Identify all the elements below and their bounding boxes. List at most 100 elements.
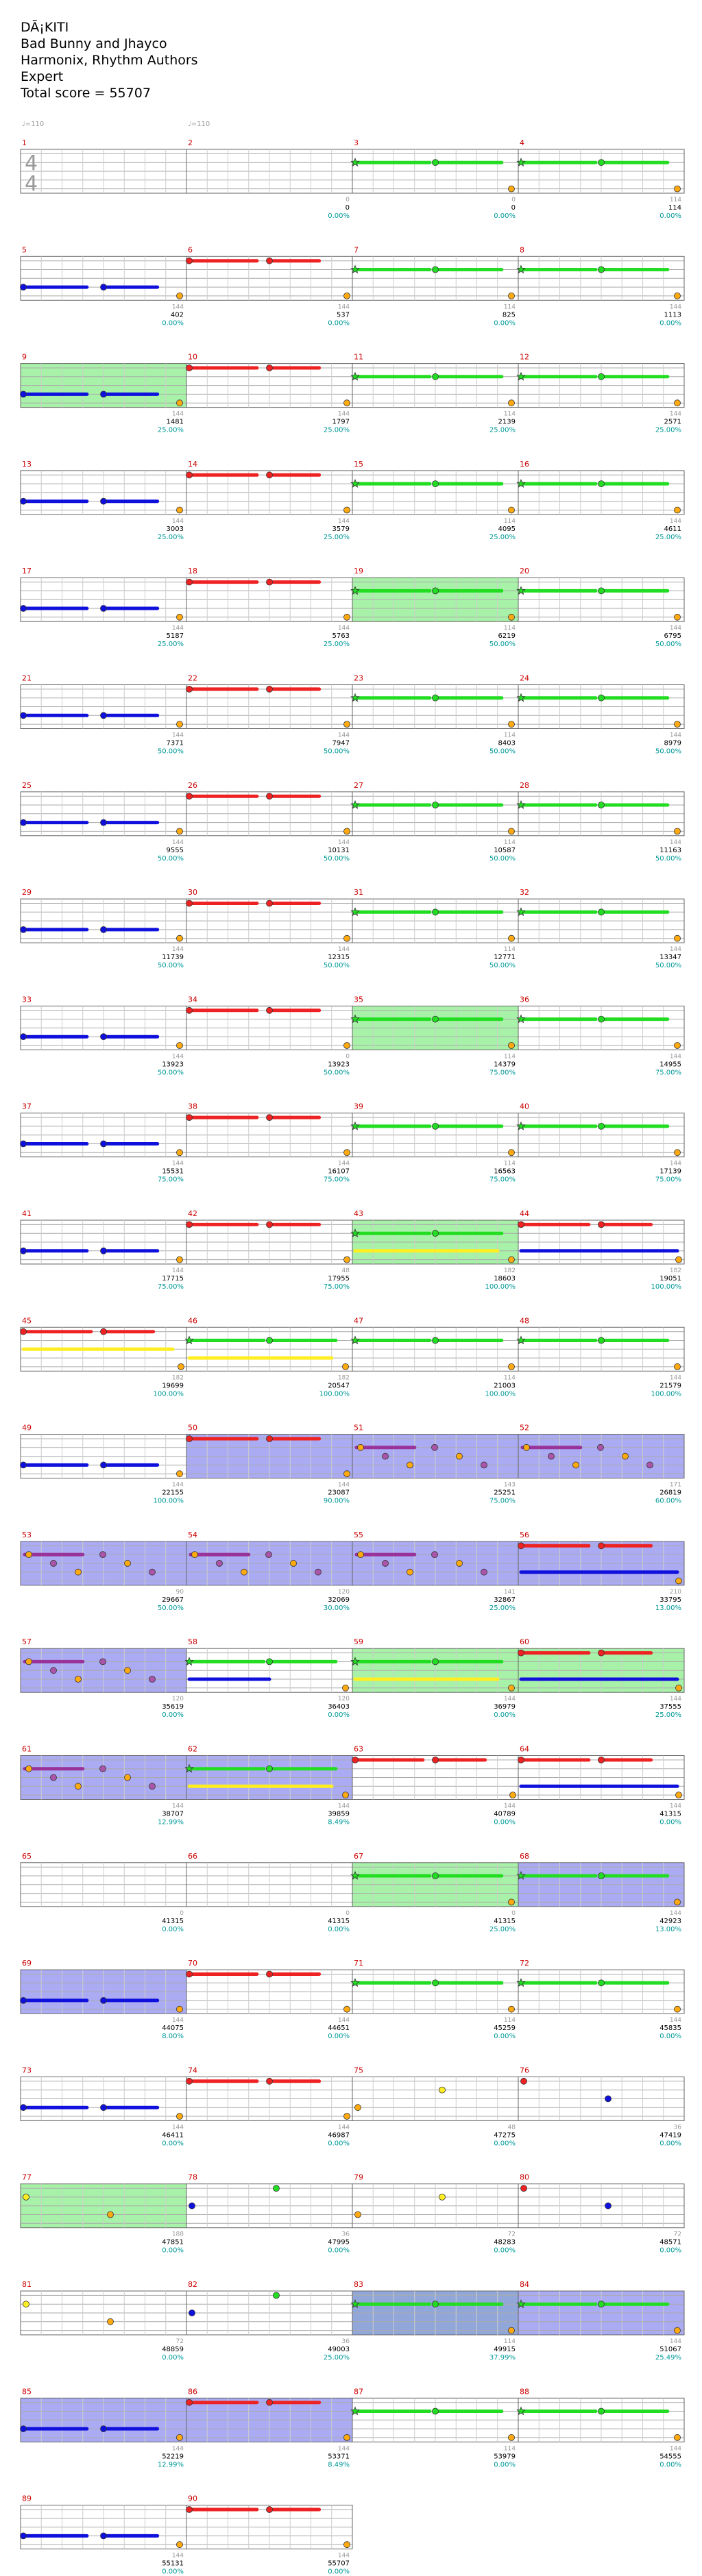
measure-score: 36403 [328,1703,350,1711]
star-note-gem [350,1014,360,1024]
note-gem [343,2113,350,2120]
combo-value: 144 [338,411,350,418]
combo-value: 144 [172,1161,184,1167]
note-gem [520,2185,527,2192]
note-gem [605,2095,612,2103]
note-gem [598,1872,605,1879]
note-gem [481,1461,487,1469]
overdrive-percent: 50.00% [655,962,681,969]
note-gem [674,2433,681,2441]
note-gem [357,1444,364,1451]
note-gem [266,364,273,371]
star-note-gem [516,1121,526,1130]
note-gem [598,1337,605,1344]
star-note-gem [350,478,360,488]
note-gem [100,1461,107,1469]
measure-score: 9555 [167,847,184,854]
measure-score: 21003 [494,1382,516,1389]
measure-score: 3003 [167,525,184,533]
note-gem [432,1123,439,1130]
overdrive-percent: 75.00% [324,1176,350,1184]
note-gem [572,1461,579,1469]
combo-value: 0 [511,197,516,203]
note-gem [266,1006,273,1014]
overdrive-percent: 75.00% [324,1283,350,1291]
overdrive-percent: 0.00% [162,319,184,327]
measure-number: 51 [354,1424,363,1433]
note-gem [273,2185,280,2192]
measure-number: 73 [22,2066,32,2075]
measure-score: 47851 [162,2239,184,2246]
overdrive-percent: 100.00% [154,1390,184,1398]
note-gem [456,1559,463,1567]
overdrive-percent: 8.49% [328,2461,350,2468]
note-gem [100,926,107,933]
star-note-gem [350,1228,360,1237]
measure-number: 72 [520,1959,529,1968]
combo-value: 144 [172,2445,184,2452]
star-note-gem [350,2299,360,2308]
note-gem [432,587,439,595]
overdrive-percent: 25.00% [158,641,184,648]
measure-score: 41315 [162,1918,184,1925]
combo-value: 114 [504,2338,516,2345]
note-gem [481,1568,487,1576]
measure-score: 19699 [162,1382,184,1389]
measure-number: 79 [354,2173,363,2182]
measure-number: 58 [188,1637,197,1646]
note-gem [20,1461,27,1469]
measure-score: 45259 [494,2024,516,2032]
overdrive-percent: 0.00% [659,212,681,220]
combo-value: 114 [504,411,516,418]
note-gem [432,1872,439,1879]
note-gem [189,2309,195,2316]
note-gem [674,1898,681,1906]
combo-value: 144 [338,839,350,846]
measure-score: 10131 [328,847,350,854]
measure-score: 13347 [659,954,681,961]
note-gem [674,2005,681,2013]
measure-number: 39 [354,1102,363,1111]
note-gem [186,793,193,800]
combo-value: 48 [342,1267,350,1274]
note-gem [508,2327,515,2334]
note-gem [456,1452,463,1460]
note-gem [176,2541,183,2549]
overdrive-percent: 100.00% [651,1390,682,1398]
note-gem [598,908,605,916]
star-note-gem [350,264,360,274]
note-gem [266,686,273,693]
measure-score: 114 [668,204,681,212]
note-gem [354,2104,361,2111]
note-gem [342,1792,349,1799]
combo-value: 144 [670,2017,681,2024]
note-gem [25,1551,32,1559]
measure-score: 38707 [162,1811,184,1818]
note-gem [432,1015,439,1023]
measure-number: 27 [354,781,363,790]
overdrive-percent: 50.00% [324,855,350,863]
measure-score: 51067 [659,2346,681,2353]
overdrive-percent: 50.00% [324,962,350,969]
measure-number: 57 [22,1637,32,1646]
star-note-gem [516,1014,526,1024]
note-gem [266,2506,273,2513]
measure-score: 537 [337,311,350,319]
star-note-gem [350,1657,360,1666]
measure-number: 12 [520,353,529,362]
overdrive-percent: 75.00% [655,1069,681,1076]
measure-score: 402 [171,311,184,319]
note-gem [186,1435,193,1442]
note-gem [605,2202,612,2209]
measure-number: 52 [520,1424,529,1433]
measure-score: 5187 [167,632,184,640]
overdrive-percent: 13.00% [655,1926,681,1933]
note-gem [598,802,605,808]
overdrive-percent: 100.00% [485,1283,516,1291]
measure-score: 1113 [664,311,681,319]
combo-value: 120 [338,1696,350,1702]
measure-number: 67 [354,1852,363,1861]
measure-number: 34 [188,995,197,1004]
measure-number: 2 [188,138,193,147]
measure-score: 33795 [659,1596,681,1604]
